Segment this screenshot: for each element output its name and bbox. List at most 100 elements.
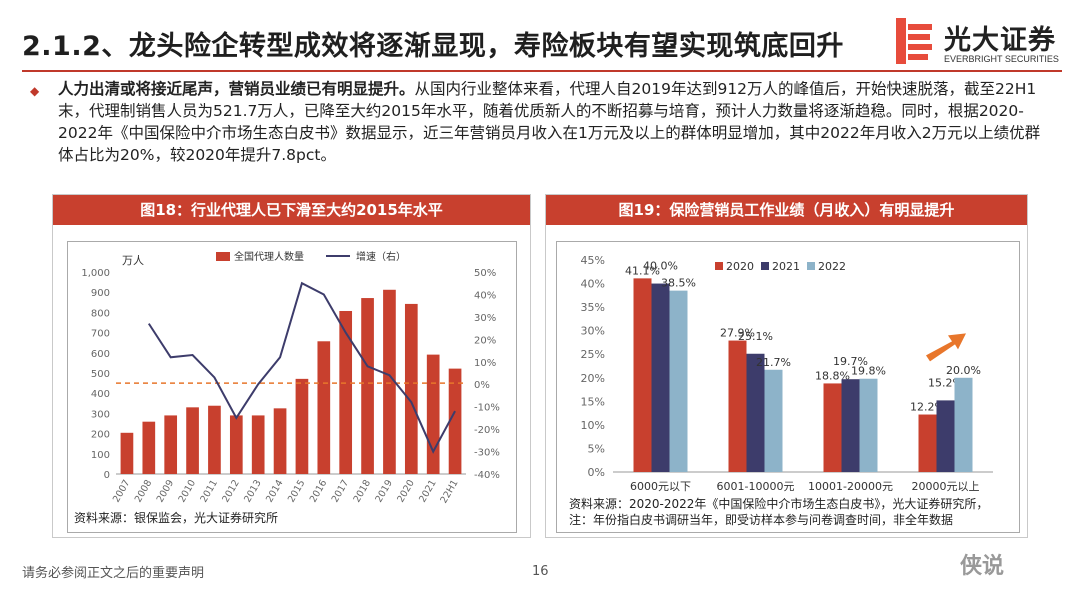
figure-18-panel: 图18：行业代理人已下滑至大约2015年水平 0 100 200 300 400 500 6… — [52, 194, 531, 538]
income-bar-2022 — [954, 377, 973, 472]
income-bar-2020 — [918, 414, 937, 472]
bar-data-label: 12.2% — [910, 401, 945, 414]
page-number: 16 — [532, 564, 549, 579]
agent-count-bar — [361, 298, 374, 474]
y-axis-tick-label: 35% — [581, 301, 605, 314]
body-text: 从国内行业整体来看，代理人自2019年达到912万人的峰值后，开始快速脱落，截至… — [58, 80, 1041, 164]
legend-label-2022: 2022 — [818, 260, 846, 273]
y-axis-tick-label: 40% — [581, 278, 605, 291]
left-axis-tick-label: 1,000 — [81, 268, 110, 279]
x-axis-tick-label: 2021 — [417, 478, 439, 504]
bar-data-label: 20.0% — [946, 364, 981, 377]
page-title: 2.1.2、龙头险企转型成效将逐渐显现，寿险板块有望实现筑底回升 — [22, 31, 844, 62]
legend-swatch-2022 — [807, 262, 815, 270]
income-bar-2020 — [823, 383, 842, 472]
y-axis-tick-label: 15% — [581, 395, 605, 408]
left-axis-tick-label: 600 — [91, 349, 110, 360]
y-axis-tick-label: 45% — [581, 254, 605, 267]
brand-logo: 光大证券 EVERBRIGHT SECURITIES — [892, 16, 1072, 68]
right-axis-tick-label: 30% — [474, 313, 496, 324]
x-axis-tick-label: 2017 — [330, 478, 352, 504]
figure-19-frame: 0% 5% 10% 15% 20% 25% 30% 35% 40% 45% 41.1% 40.0% 38… — [556, 241, 1020, 533]
y-axis-tick-label: 20% — [581, 372, 605, 385]
x-axis-tick-label: 2018 — [352, 478, 374, 504]
income-bar-2020 — [728, 340, 747, 472]
agent-count-bar — [383, 289, 396, 474]
figure-18-source: 资料来源：银保监会，光大证券研究所 — [74, 511, 279, 525]
x-axis-tick-label: 2015 — [286, 478, 308, 504]
agent-count-bar — [120, 432, 134, 474]
figure-18-heading: 图18：行业代理人已下滑至大约2015年水平 — [53, 195, 530, 225]
bar-data-label: 21.7% — [756, 356, 791, 369]
growth-rate-line — [147, 281, 456, 454]
agent-count-bar — [339, 310, 353, 474]
left-axis-tick-label: 700 — [91, 329, 110, 340]
bar-data-label: 25.1% — [738, 330, 773, 343]
logo-en-text: EVERBRIGHT SECURITIES — [944, 54, 1059, 64]
left-axis-tick-label: 300 — [91, 409, 110, 420]
income-bar-2022 — [859, 378, 878, 472]
right-axis-tick-label: 10% — [474, 358, 496, 369]
right-axis-tick-label: 0% — [474, 380, 490, 391]
right-axis-tick-label: -20% — [474, 425, 500, 436]
left-axis-tick-label: 800 — [91, 308, 110, 319]
right-axis-tick-label: 50% — [474, 268, 496, 279]
y-axis-tick-label: 5% — [588, 442, 605, 455]
agent-count-bar — [273, 408, 287, 474]
logo-cn-text: 光大证券 — [944, 25, 1056, 56]
income-bar-2022 — [669, 290, 688, 472]
legend-line-label: 增速（右） — [356, 250, 406, 263]
figure-19-panel: 图19：保险营销员工作业绩（月收入）有明显提升 0% 5% 10% 15% 20% 25%… — [545, 194, 1028, 538]
x-axis-category-label: 6001-10000元 — [717, 480, 795, 493]
diamond-bullet-icon: ◆ — [30, 84, 40, 98]
figure-18-frame: 0 100 200 300 400 500 600 700 800 900 1,000 -40% -30… — [67, 241, 517, 533]
bar-data-label: 15.2% — [928, 376, 963, 389]
everbright-logo-icon — [896, 18, 932, 64]
legend-bar-label: 全国代理人数量 — [234, 250, 304, 263]
income-bar-2021 — [936, 400, 955, 472]
bar-data-label: 19.8% — [851, 365, 886, 378]
agent-count-bar — [229, 415, 243, 474]
x-axis-category-label: 20000元以上 — [912, 480, 980, 493]
trend-up-arrow-icon — [926, 333, 966, 362]
agent-count-bar — [186, 407, 199, 474]
x-axis-category-label: 10001-20000元 — [808, 480, 893, 493]
right-axis-tick-label: 20% — [474, 335, 496, 346]
bar-data-label: 41.1% — [625, 264, 660, 277]
y-axis-tick-label: 30% — [581, 325, 605, 338]
right-axis-tick-label: -40% — [474, 470, 500, 481]
y-axis-tick-label: 0% — [588, 466, 605, 479]
x-axis-tick-label: 2009 — [155, 478, 177, 504]
bar-data-label: 18.8% — [815, 369, 850, 382]
x-axis-category-label: 6000元以下 — [630, 480, 691, 493]
left-axis-unit-label: 万人 — [122, 254, 144, 267]
income-bar-2021 — [746, 353, 765, 472]
lead-sentence: 人力出清或将接近尾声，营销员业绩已有明显提升。 — [58, 80, 415, 98]
left-axis-tick-label: 100 — [91, 450, 110, 461]
x-axis-tick-label: 2016 — [308, 478, 330, 504]
x-axis-tick-label: 2019 — [373, 478, 395, 504]
legend-swatch-2020 — [715, 262, 723, 270]
legend-label-2020: 2020 — [726, 260, 754, 273]
figure-19-source-line1: 资料来源：2020-2022年《中国保险中介市场生态白皮书》，光大证券研究所， — [569, 497, 989, 511]
agent-count-bar — [295, 378, 309, 474]
left-axis-tick-label: 0 — [104, 470, 110, 481]
x-axis-tick-label: 2014 — [264, 478, 286, 504]
disclaimer-text: 请务必参阅正文之后的重要声明 — [22, 566, 205, 581]
agent-count-bar — [317, 341, 331, 474]
agent-count-bar — [164, 415, 178, 474]
y-axis-tick-label: 25% — [581, 348, 605, 361]
agent-count-bar — [426, 354, 440, 474]
income-bar-2021 — [651, 283, 670, 472]
figure-19-heading: 图19：保险营销员工作业绩（月收入）有明显提升 — [546, 195, 1027, 225]
agent-count-bar — [142, 421, 156, 474]
bar-data-label: 40.0% — [643, 260, 678, 273]
x-axis-tick-label: 2013 — [242, 478, 264, 504]
left-axis-tick-label: 200 — [91, 430, 110, 441]
x-axis-tick-label: 22H1 — [438, 478, 460, 505]
income-bar-2020 — [633, 278, 652, 472]
agent-count-chart: 0 100 200 300 400 500 600 700 800 900 1,000 -40% -30… — [81, 250, 500, 505]
figure-19-source-line2: 注：年份指白皮书调研当年，即受访样本参与问卷调查时间，非全年数据 — [569, 513, 954, 527]
bar-data-label: 38.5% — [661, 277, 696, 290]
agent-count-bar — [251, 415, 265, 474]
